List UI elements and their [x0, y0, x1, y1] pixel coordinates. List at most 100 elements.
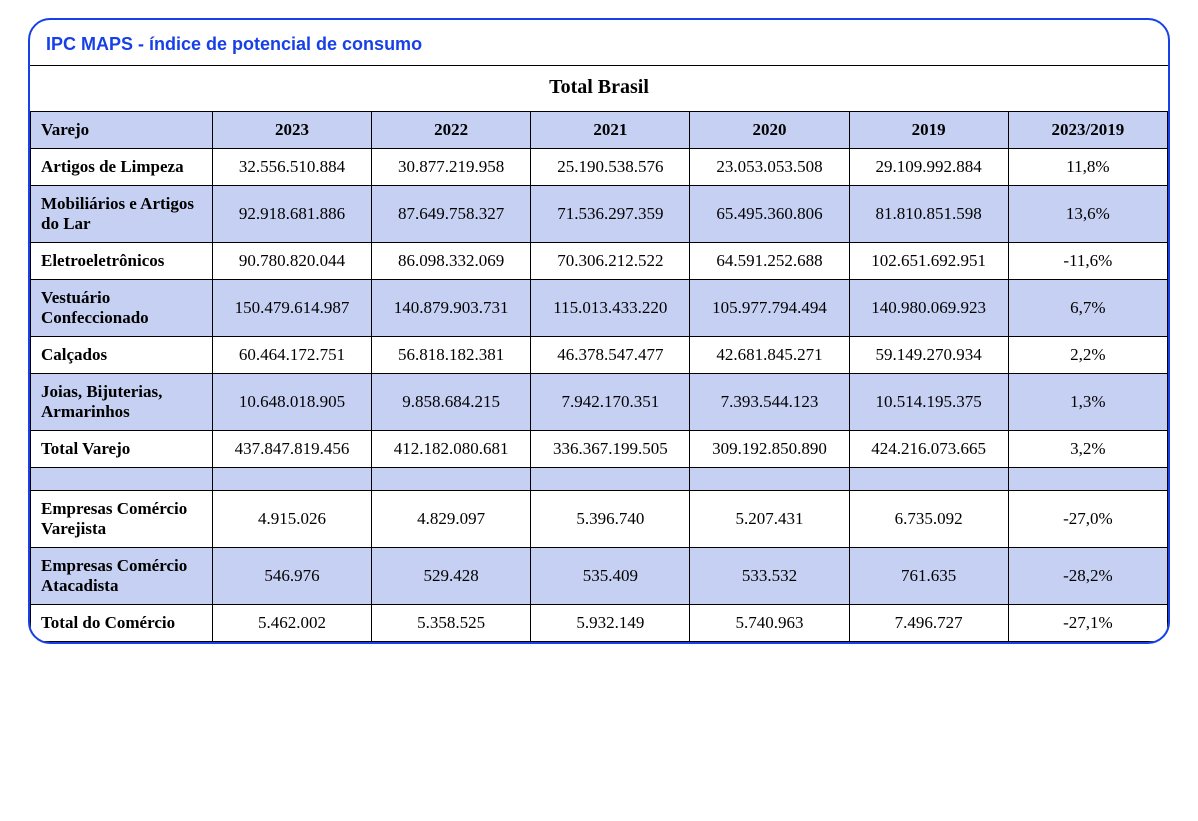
ipc-table: Varejo 2023 2022 2021 2020 2019 2023/201…	[30, 111, 1168, 642]
cell-value: 87.649.758.327	[372, 186, 531, 243]
cell-value: 6,7%	[1008, 280, 1167, 337]
spacer-cell	[690, 468, 849, 491]
panel-title: IPC MAPS - índice de potencial de consum…	[30, 20, 1168, 66]
row-label: Artigos de Limpeza	[31, 149, 213, 186]
cell-value: 424.216.073.665	[849, 431, 1008, 468]
spacer-cell	[212, 468, 371, 491]
cell-value: 5.462.002	[212, 605, 371, 642]
cell-value: 5.207.431	[690, 491, 849, 548]
cell-value: 5.396.740	[531, 491, 690, 548]
table-row: Artigos de Limpeza32.556.510.88430.877.2…	[31, 149, 1168, 186]
page: IPC MAPS - índice de potencial de consum…	[0, 0, 1198, 821]
row-label: Empresas Comércio Varejista	[31, 491, 213, 548]
cell-value: 437.847.819.456	[212, 431, 371, 468]
cell-value: 140.980.069.923	[849, 280, 1008, 337]
cell-value: 336.367.199.505	[531, 431, 690, 468]
table-row: Joias, Bijuterias, Armarinhos10.648.018.…	[31, 374, 1168, 431]
cell-value: 10.514.195.375	[849, 374, 1008, 431]
cell-value: 7.496.727	[849, 605, 1008, 642]
cell-value: 535.409	[531, 548, 690, 605]
col-header-2019: 2019	[849, 112, 1008, 149]
table-row: Calçados60.464.172.75156.818.182.38146.3…	[31, 337, 1168, 374]
table-row: Total do Comércio5.462.0025.358.5255.932…	[31, 605, 1168, 642]
cell-value: 102.651.692.951	[849, 243, 1008, 280]
cell-value: 92.918.681.886	[212, 186, 371, 243]
cell-value: 59.149.270.934	[849, 337, 1008, 374]
cell-value: 65.495.360.806	[690, 186, 849, 243]
row-label: Calçados	[31, 337, 213, 374]
table-row	[31, 468, 1168, 491]
cell-value: 761.635	[849, 548, 1008, 605]
cell-value: 309.192.850.890	[690, 431, 849, 468]
row-label: Empresas Comércio Atacadista	[31, 548, 213, 605]
cell-value: 4.829.097	[372, 491, 531, 548]
cell-value: 140.879.903.731	[372, 280, 531, 337]
cell-value: 5.740.963	[690, 605, 849, 642]
col-header-ratio: 2023/2019	[1008, 112, 1167, 149]
spacer-cell	[531, 468, 690, 491]
row-label: Vestuário Confeccionado	[31, 280, 213, 337]
cell-value: 2,2%	[1008, 337, 1167, 374]
spacer-cell	[372, 468, 531, 491]
cell-value: 11,8%	[1008, 149, 1167, 186]
col-header-2023: 2023	[212, 112, 371, 149]
cell-value: 529.428	[372, 548, 531, 605]
spacer-cell	[849, 468, 1008, 491]
row-label: Joias, Bijuterias, Armarinhos	[31, 374, 213, 431]
cell-value: -27,0%	[1008, 491, 1167, 548]
table-row: Eletroeletrônicos90.780.820.04486.098.33…	[31, 243, 1168, 280]
cell-value: 5.932.149	[531, 605, 690, 642]
cell-value: 81.810.851.598	[849, 186, 1008, 243]
cell-value: 32.556.510.884	[212, 149, 371, 186]
cell-value: 10.648.018.905	[212, 374, 371, 431]
cell-value: 7.393.544.123	[690, 374, 849, 431]
region-title: Total Brasil	[30, 66, 1168, 111]
cell-value: 546.976	[212, 548, 371, 605]
table-row: Total Varejo437.847.819.456412.182.080.6…	[31, 431, 1168, 468]
table-header-row: Varejo 2023 2022 2021 2020 2019 2023/201…	[31, 112, 1168, 149]
cell-value: 533.532	[690, 548, 849, 605]
table-row: Empresas Comércio Varejista4.915.0264.82…	[31, 491, 1168, 548]
cell-value: -28,2%	[1008, 548, 1167, 605]
row-label: Total Varejo	[31, 431, 213, 468]
cell-value: 4.915.026	[212, 491, 371, 548]
cell-value: 46.378.547.477	[531, 337, 690, 374]
cell-value: 60.464.172.751	[212, 337, 371, 374]
cell-value: 71.536.297.359	[531, 186, 690, 243]
cell-value: 64.591.252.688	[690, 243, 849, 280]
cell-value: 9.858.684.215	[372, 374, 531, 431]
cell-value: 6.735.092	[849, 491, 1008, 548]
cell-value: -11,6%	[1008, 243, 1167, 280]
table-row: Empresas Comércio Atacadista546.976529.4…	[31, 548, 1168, 605]
cell-value: 412.182.080.681	[372, 431, 531, 468]
cell-value: 7.942.170.351	[531, 374, 690, 431]
ipc-panel: IPC MAPS - índice de potencial de consum…	[28, 18, 1170, 644]
cell-value: 3,2%	[1008, 431, 1167, 468]
cell-value: 70.306.212.522	[531, 243, 690, 280]
cell-value: 29.109.992.884	[849, 149, 1008, 186]
cell-value: 13,6%	[1008, 186, 1167, 243]
table-body: Artigos de Limpeza32.556.510.88430.877.2…	[31, 149, 1168, 642]
cell-value: 25.190.538.576	[531, 149, 690, 186]
cell-value: 1,3%	[1008, 374, 1167, 431]
cell-value: 56.818.182.381	[372, 337, 531, 374]
cell-value: 105.977.794.494	[690, 280, 849, 337]
cell-value: -27,1%	[1008, 605, 1167, 642]
cell-value: 30.877.219.958	[372, 149, 531, 186]
spacer-cell	[31, 468, 213, 491]
cell-value: 23.053.053.508	[690, 149, 849, 186]
table-row: Vestuário Confeccionado150.479.614.98714…	[31, 280, 1168, 337]
row-label: Eletroeletrônicos	[31, 243, 213, 280]
table-row: Mobiliários e Artigos do Lar92.918.681.8…	[31, 186, 1168, 243]
table-head: Varejo 2023 2022 2021 2020 2019 2023/201…	[31, 112, 1168, 149]
col-header-2021: 2021	[531, 112, 690, 149]
cell-value: 150.479.614.987	[212, 280, 371, 337]
row-label: Total do Comércio	[31, 605, 213, 642]
col-header-rowlabel: Varejo	[31, 112, 213, 149]
col-header-2020: 2020	[690, 112, 849, 149]
cell-value: 90.780.820.044	[212, 243, 371, 280]
col-header-2022: 2022	[372, 112, 531, 149]
row-label: Mobiliários e Artigos do Lar	[31, 186, 213, 243]
cell-value: 86.098.332.069	[372, 243, 531, 280]
cell-value: 115.013.433.220	[531, 280, 690, 337]
